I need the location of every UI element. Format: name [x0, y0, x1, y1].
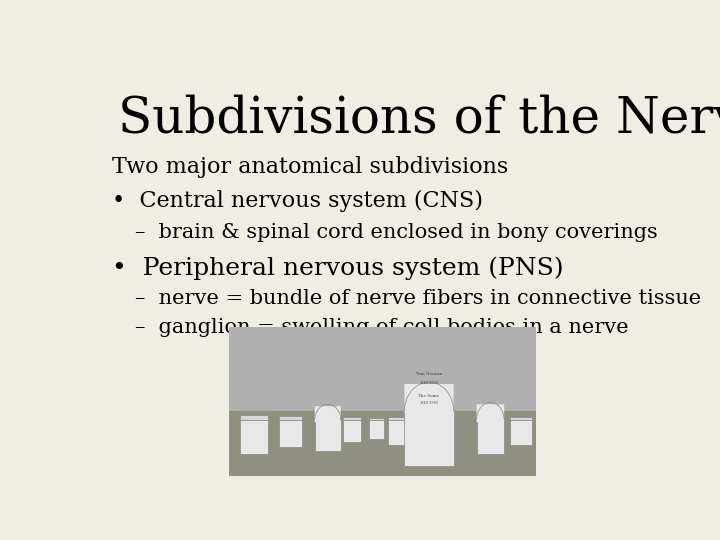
Bar: [343, 420, 361, 442]
Bar: [240, 420, 268, 454]
Text: Tom Neuron: Tom Neuron: [416, 372, 442, 375]
Bar: [230, 327, 536, 411]
Text: Subdivisions of the Nervous System: Subdivisions of the Nervous System: [118, 94, 720, 144]
Bar: [388, 416, 408, 420]
Bar: [510, 420, 532, 444]
Bar: [279, 420, 302, 447]
Bar: [405, 411, 454, 465]
Bar: [343, 417, 361, 420]
Text: –  ganglion = swelling of cell bodies in a nerve: – ganglion = swelling of cell bodies in …: [135, 319, 629, 338]
Text: 1943-2003: 1943-2003: [420, 381, 438, 385]
FancyBboxPatch shape: [315, 406, 341, 422]
Bar: [230, 411, 536, 476]
Text: –  brain & spinal cord enclosed in bony coverings: – brain & spinal cord enclosed in bony c…: [135, 223, 657, 242]
Bar: [477, 420, 504, 454]
Text: The Soma: The Soma: [418, 394, 439, 398]
Bar: [315, 420, 341, 451]
Bar: [369, 420, 384, 438]
Bar: [369, 417, 384, 420]
Text: •  Central nervous system (CNS): • Central nervous system (CNS): [112, 190, 483, 212]
FancyBboxPatch shape: [405, 384, 454, 413]
Bar: [240, 415, 268, 420]
FancyBboxPatch shape: [477, 404, 504, 422]
Text: Two major anatomical subdivisions: Two major anatomical subdivisions: [112, 156, 508, 178]
Text: –  nerve = bundle of nerve fibers in connective tissue: – nerve = bundle of nerve fibers in conn…: [135, 289, 701, 308]
Bar: [510, 416, 532, 420]
Bar: [279, 416, 302, 420]
Text: 1943-1991: 1943-1991: [420, 401, 438, 406]
Text: •  Peripheral nervous system (PNS): • Peripheral nervous system (PNS): [112, 256, 564, 280]
Bar: [388, 420, 408, 444]
